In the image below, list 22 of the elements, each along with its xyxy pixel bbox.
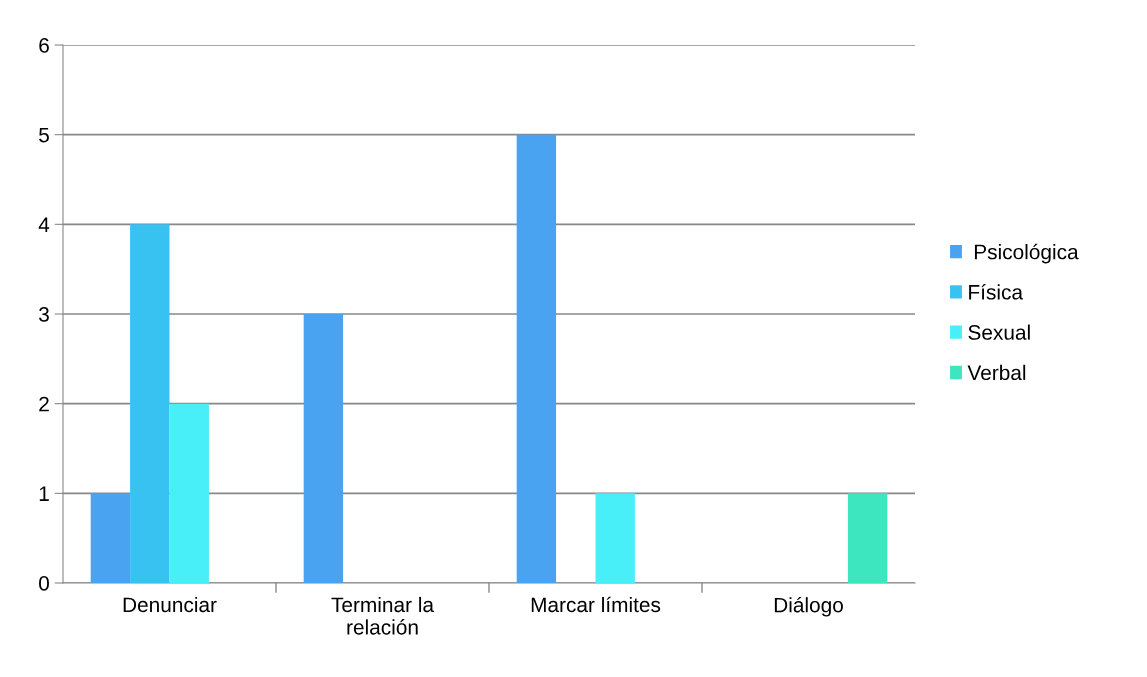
y-tick-label: 3: [39, 307, 49, 322]
legend-label: Física: [969, 284, 1024, 300]
bar: [169, 403, 209, 583]
bar: [595, 493, 635, 583]
legend-label: Sexual: [968, 324, 1030, 340]
y-tick-label: 0: [39, 576, 49, 591]
y-tick-label: 2: [39, 396, 49, 412]
legend-label: Psicológica: [974, 243, 1079, 264]
x-tick-label: Marcar límites: [531, 596, 661, 613]
x-tick-label: Denunciar: [123, 596, 217, 613]
bar: [847, 493, 888, 583]
bar: [90, 493, 131, 583]
y-tick-label: 4: [38, 217, 50, 232]
bar: [516, 134, 557, 583]
y-tick-label: 5: [39, 127, 49, 143]
y-tick-label: 1: [39, 486, 49, 501]
bar: [303, 314, 344, 583]
x-tick-label: Terminar la relación: [331, 596, 435, 635]
legend-label: Verbal: [967, 364, 1026, 381]
y-tick-label: 6: [39, 38, 49, 53]
bar: [130, 224, 170, 583]
x-tick-label: Diálogo: [774, 596, 843, 617]
